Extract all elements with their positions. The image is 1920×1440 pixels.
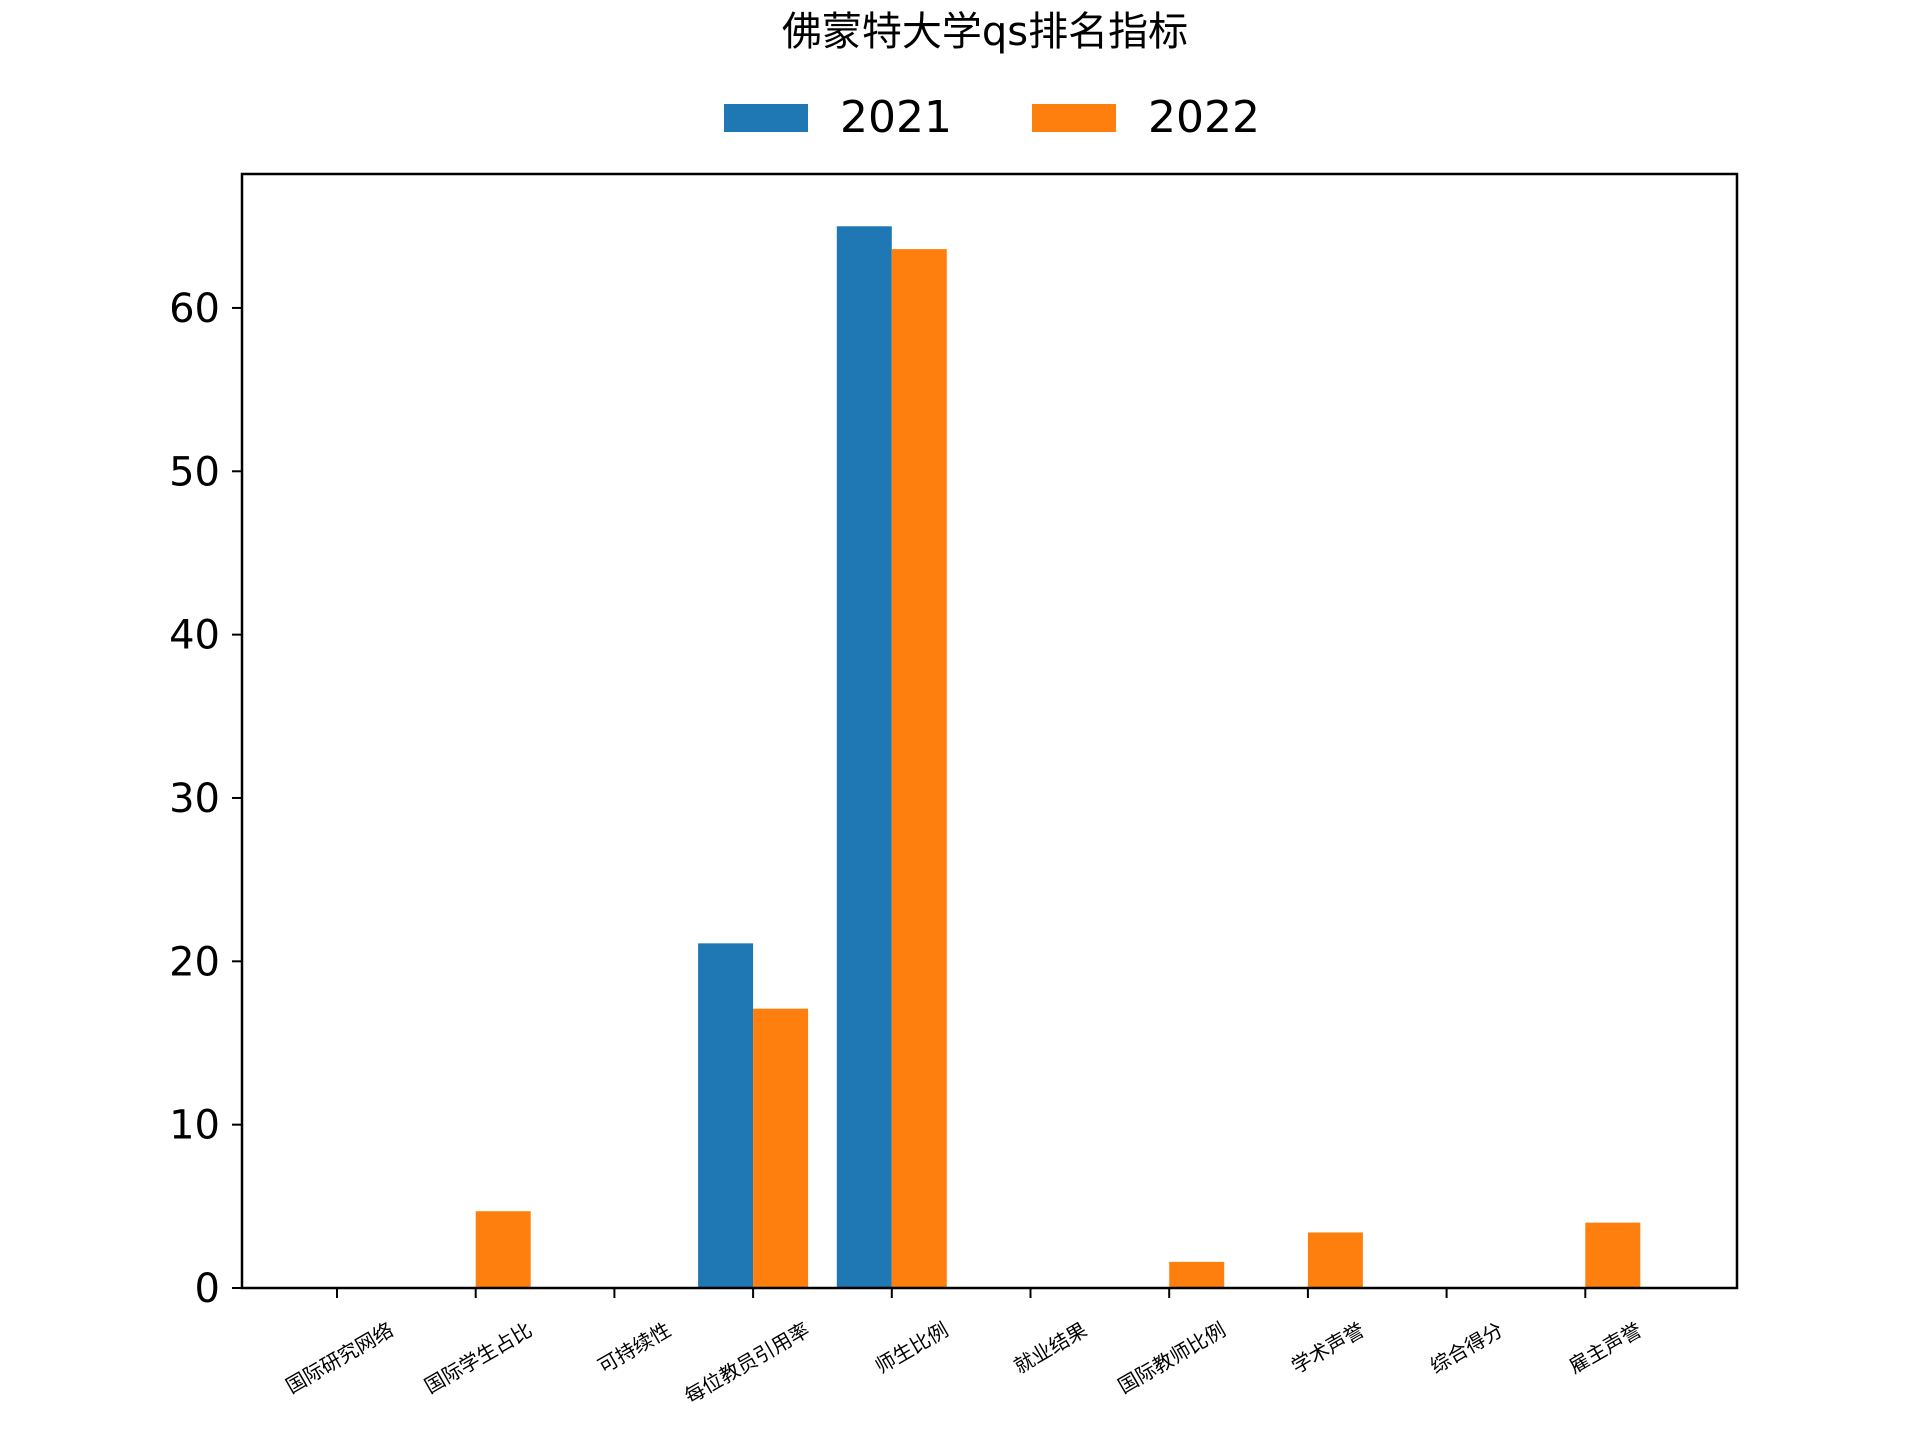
legend-label-2021: 2021 (840, 92, 952, 143)
y-tick-label-4: 40 (169, 613, 220, 659)
x-tick-label-1: 国际学生占比 (420, 1318, 536, 1399)
bar-2021-3 (698, 943, 754, 1288)
legend-label-2022: 2022 (1148, 92, 1260, 143)
x-tick-label-6: 国际教师比例 (1114, 1318, 1230, 1399)
x-tick-label-2: 可持续性 (594, 1318, 675, 1379)
x-tick-label-3: 每位教员引用率 (680, 1318, 813, 1409)
plot-frame (240, 172, 1739, 1290)
x-tick-label-7: 学术声誉 (1287, 1318, 1368, 1379)
y-tick-label-5: 50 (169, 449, 220, 495)
legend-swatch-2021 (724, 104, 808, 132)
x-axis: 国际研究网络 国际学生占比 可持续性 每位教员引用率 师生比例 就业结果 国际教师比例 学术声… (282, 1288, 1646, 1408)
y-axis: 0 10 20 30 40 50 60 (169, 286, 242, 1312)
y-tick-label-0: 0 (195, 1266, 220, 1312)
chart-title: 佛蒙特大学qs排名指标 (782, 9, 1188, 55)
bar-2022-1 (475, 1211, 531, 1288)
legend-swatch-2022 (1032, 104, 1116, 132)
x-tick-label-4: 师生比例 (871, 1318, 952, 1379)
y-tick-label-2: 20 (169, 939, 220, 985)
bar-2022-4 (891, 249, 947, 1289)
x-tick-label-8: 综合得分 (1426, 1318, 1507, 1379)
bar-2021-4 (836, 226, 892, 1289)
bar-2022-3 (753, 1008, 809, 1288)
x-tick-label-9: 雇主声誉 (1565, 1318, 1646, 1379)
bar-2022-7 (1307, 1232, 1363, 1288)
legend: 2021 2022 (724, 92, 1260, 143)
bar-2022-9 (1585, 1222, 1641, 1288)
bar-2022-6 (1169, 1261, 1225, 1288)
y-tick-label-6: 60 (169, 286, 220, 332)
y-tick-label-3: 30 (169, 776, 220, 822)
x-tick-label-5: 就业结果 (1010, 1318, 1091, 1379)
y-tick-label-1: 10 (169, 1103, 220, 1149)
bars-group (475, 226, 1641, 1289)
x-tick-label-0: 国际研究网络 (282, 1318, 398, 1399)
